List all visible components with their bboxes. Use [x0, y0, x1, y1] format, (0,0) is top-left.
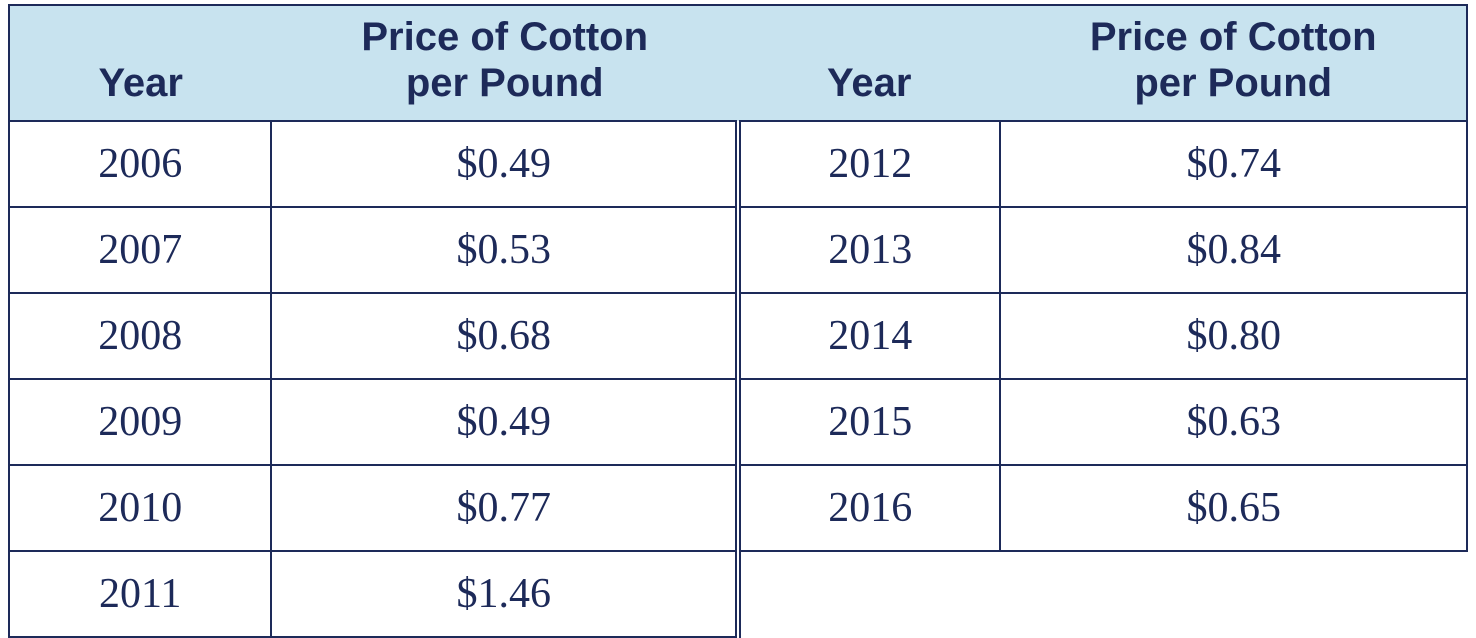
cell-price: $0.80: [1000, 293, 1467, 379]
cell-price: $0.65: [1000, 465, 1467, 551]
table-row: 2006 $0.49 2012 $0.74: [9, 121, 1467, 207]
cell-year: 2013: [738, 207, 1000, 293]
cell-year: 2006: [9, 121, 271, 207]
cell-price: $0.68: [271, 293, 738, 379]
header-text: per Pound: [406, 61, 604, 105]
cell-price: $0.49: [271, 121, 738, 207]
cotton-price-table: Year Price of Cotton per Pound Year Pric…: [8, 4, 1468, 638]
table-row: 2009 $0.49 2015 $0.63: [9, 379, 1467, 465]
header-text: Price of Cotton: [361, 15, 648, 59]
cell-year: 2010: [9, 465, 271, 551]
cell-empty: [1000, 551, 1467, 637]
cell-price: $0.63: [1000, 379, 1467, 465]
table-row: 2008 $0.68 2014 $0.80: [9, 293, 1467, 379]
cell-price: $0.74: [1000, 121, 1467, 207]
table-row: 2007 $0.53 2013 $0.84: [9, 207, 1467, 293]
header-text: Year: [827, 61, 912, 105]
cell-year: 2012: [738, 121, 1000, 207]
col-header-year-left: Year: [9, 5, 271, 121]
table-row: 2011 $1.46: [9, 551, 1467, 637]
header-text: Year: [98, 61, 183, 105]
cell-year: 2008: [9, 293, 271, 379]
table-container: Year Price of Cotton per Pound Year Pric…: [0, 0, 1476, 634]
cell-year: 2007: [9, 207, 271, 293]
cell-year: 2014: [738, 293, 1000, 379]
cell-year: 2009: [9, 379, 271, 465]
table-header-row: Year Price of Cotton per Pound Year Pric…: [9, 5, 1467, 121]
cell-year: 2011: [9, 551, 271, 637]
cell-year: 2015: [738, 379, 1000, 465]
cell-year: 2016: [738, 465, 1000, 551]
cell-empty: [738, 551, 1000, 637]
cell-price: $0.53: [271, 207, 738, 293]
cell-price: $1.46: [271, 551, 738, 637]
cell-price: $0.77: [271, 465, 738, 551]
table-row: 2010 $0.77 2016 $0.65: [9, 465, 1467, 551]
cell-price: $0.84: [1000, 207, 1467, 293]
header-text: Price of Cotton: [1090, 15, 1377, 59]
col-header-price-left: Price of Cotton per Pound: [271, 5, 738, 121]
col-header-year-right: Year: [738, 5, 1000, 121]
col-header-price-right: Price of Cotton per Pound: [1000, 5, 1467, 121]
cell-price: $0.49: [271, 379, 738, 465]
header-text: per Pound: [1134, 61, 1332, 105]
